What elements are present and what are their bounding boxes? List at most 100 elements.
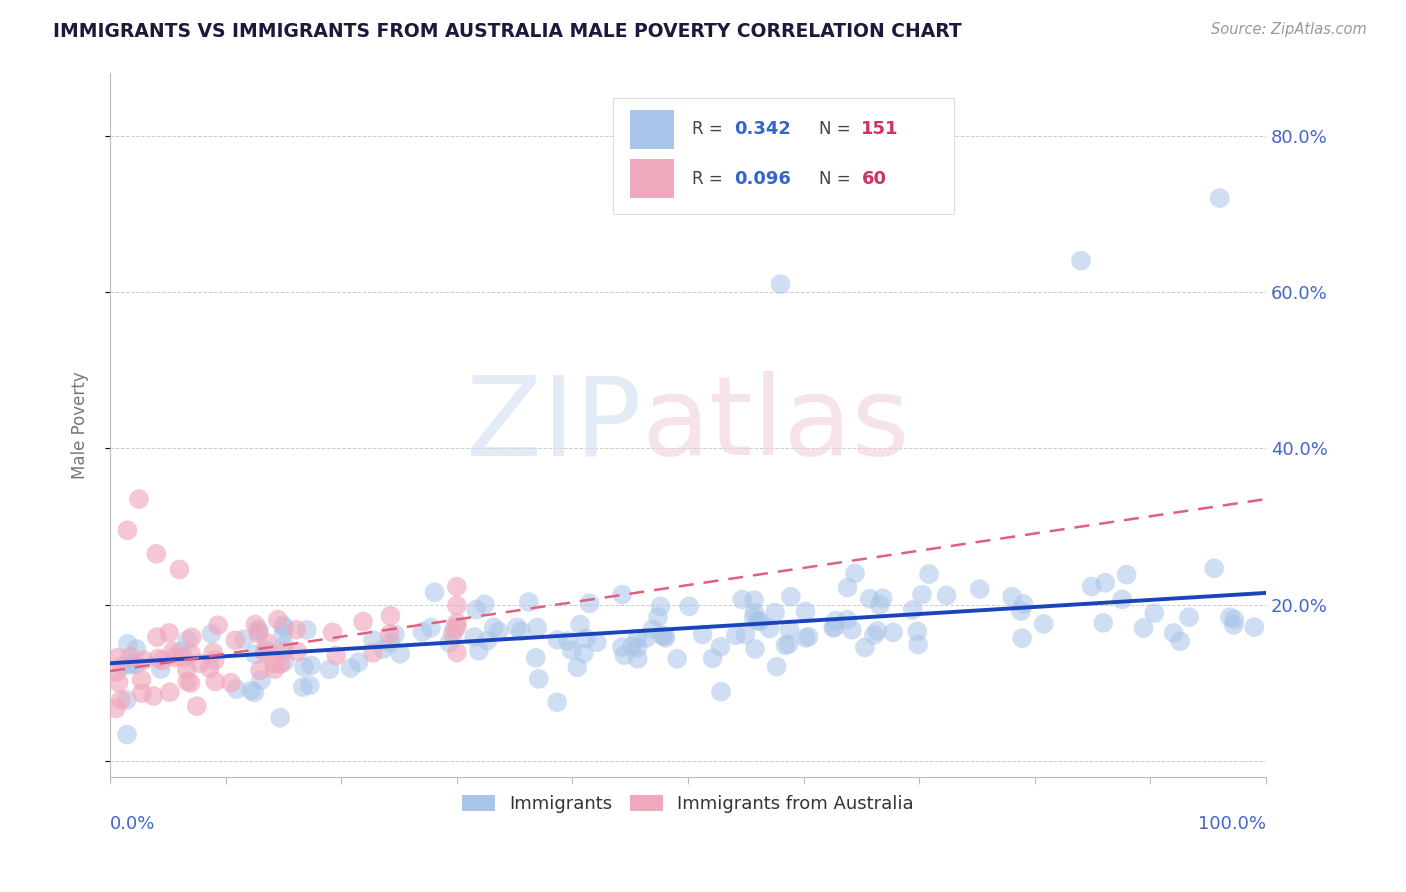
Point xyxy=(361,646,384,660)
Bar xyxy=(630,159,673,198)
Point xyxy=(107,675,129,690)
Point xyxy=(200,627,222,641)
Point xyxy=(747,614,769,628)
Point xyxy=(439,636,461,650)
Point xyxy=(271,618,294,632)
Point xyxy=(911,588,934,602)
Point xyxy=(477,633,499,648)
Point xyxy=(763,606,786,620)
Point xyxy=(131,686,153,700)
Point xyxy=(148,651,170,665)
Point xyxy=(142,689,165,703)
Point xyxy=(169,645,191,659)
Point xyxy=(105,650,128,665)
Point xyxy=(121,657,143,671)
Point xyxy=(273,620,295,634)
Point xyxy=(204,674,226,689)
Point xyxy=(578,596,600,610)
Point xyxy=(779,590,801,604)
Point xyxy=(118,658,141,673)
Point xyxy=(1092,615,1115,630)
Point xyxy=(441,626,464,640)
Point xyxy=(219,675,242,690)
Point xyxy=(794,604,817,618)
Point xyxy=(446,620,468,634)
Point xyxy=(872,591,894,606)
Point xyxy=(1010,604,1032,618)
Point xyxy=(1168,634,1191,648)
Point xyxy=(373,642,395,657)
Point xyxy=(824,614,846,628)
Point xyxy=(207,618,229,632)
Point xyxy=(245,617,267,632)
Point xyxy=(198,661,221,675)
Point xyxy=(692,627,714,641)
Point xyxy=(627,652,650,666)
Point xyxy=(778,623,800,637)
Text: N =: N = xyxy=(818,169,855,187)
Point xyxy=(1204,561,1226,575)
Point xyxy=(165,650,187,665)
Point xyxy=(105,665,128,679)
Point xyxy=(758,622,780,636)
Point xyxy=(419,621,441,635)
Point xyxy=(626,632,648,646)
Point xyxy=(254,643,277,657)
Point xyxy=(247,626,270,640)
Point xyxy=(249,663,271,677)
Text: IMMIGRANTS VS IMMIGRANTS FROM AUSTRALIA MALE POVERTY CORRELATION CHART: IMMIGRANTS VS IMMIGRANTS FROM AUSTRALIA … xyxy=(53,22,962,41)
Point xyxy=(678,599,700,614)
Point xyxy=(271,627,294,641)
Point xyxy=(863,628,886,642)
Point xyxy=(273,644,295,658)
Point xyxy=(557,634,579,648)
Point xyxy=(901,603,924,617)
Point xyxy=(146,630,169,644)
Point xyxy=(651,628,673,642)
Point xyxy=(243,648,266,662)
Point xyxy=(270,657,292,671)
Point xyxy=(188,657,211,671)
Point xyxy=(837,613,859,627)
Point xyxy=(654,629,676,643)
Point xyxy=(120,649,142,664)
Point xyxy=(298,678,321,692)
Point xyxy=(969,582,991,596)
Point xyxy=(299,658,322,673)
Point xyxy=(204,653,226,667)
Point xyxy=(853,640,876,655)
Point xyxy=(837,581,859,595)
Point xyxy=(267,613,290,627)
Point xyxy=(866,624,889,638)
Bar xyxy=(630,110,673,149)
Point xyxy=(325,648,347,663)
Point xyxy=(527,672,550,686)
Point xyxy=(446,599,468,613)
Point xyxy=(247,623,270,637)
Point xyxy=(253,646,276,660)
Point xyxy=(446,580,468,594)
Point xyxy=(748,615,770,629)
Point xyxy=(173,651,195,665)
Point xyxy=(110,692,132,706)
Point xyxy=(572,646,595,660)
Point xyxy=(1070,253,1092,268)
Point xyxy=(641,623,664,637)
Point xyxy=(117,524,139,538)
Point xyxy=(547,632,569,647)
Point xyxy=(202,645,225,659)
Point xyxy=(180,676,202,690)
Point xyxy=(117,637,139,651)
Point xyxy=(263,662,285,676)
Point xyxy=(423,585,446,599)
Point xyxy=(115,693,138,707)
Point xyxy=(149,662,172,676)
Point xyxy=(285,623,308,637)
Point xyxy=(1094,575,1116,590)
Point xyxy=(882,625,904,640)
Point xyxy=(411,624,433,639)
Point xyxy=(384,627,406,641)
Legend: Immigrants, Immigrants from Australia: Immigrants, Immigrants from Australia xyxy=(456,788,921,821)
Point xyxy=(546,695,568,709)
Point xyxy=(526,620,548,634)
